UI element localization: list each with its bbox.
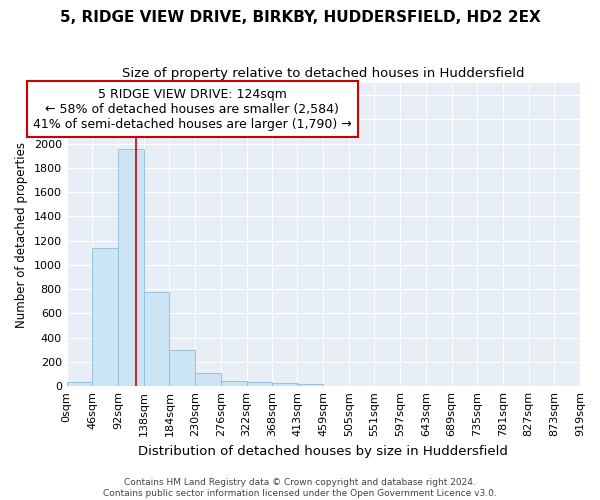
- Text: Contains HM Land Registry data © Crown copyright and database right 2024.
Contai: Contains HM Land Registry data © Crown c…: [103, 478, 497, 498]
- Bar: [118, 148, 144, 386]
- Text: 5, RIDGE VIEW DRIVE, BIRKBY, HUDDERSFIELD, HD2 2EX: 5, RIDGE VIEW DRIVE, BIRKBY, HUDDERSFIEL…: [59, 10, 541, 25]
- Bar: [67, 382, 92, 386]
- Bar: [144, 292, 169, 386]
- Bar: [247, 382, 272, 386]
- Bar: [92, 248, 118, 386]
- Bar: [195, 374, 221, 386]
- Y-axis label: Number of detached properties: Number of detached properties: [15, 142, 28, 328]
- Text: 5 RIDGE VIEW DRIVE: 124sqm
← 58% of detached houses are smaller (2,584)
41% of s: 5 RIDGE VIEW DRIVE: 124sqm ← 58% of deta…: [33, 88, 352, 130]
- Bar: [169, 350, 195, 386]
- Bar: [272, 383, 298, 386]
- Title: Size of property relative to detached houses in Huddersfield: Size of property relative to detached ho…: [122, 68, 524, 80]
- Bar: [298, 384, 323, 386]
- Bar: [221, 380, 247, 386]
- X-axis label: Distribution of detached houses by size in Huddersfield: Distribution of detached houses by size …: [139, 444, 508, 458]
